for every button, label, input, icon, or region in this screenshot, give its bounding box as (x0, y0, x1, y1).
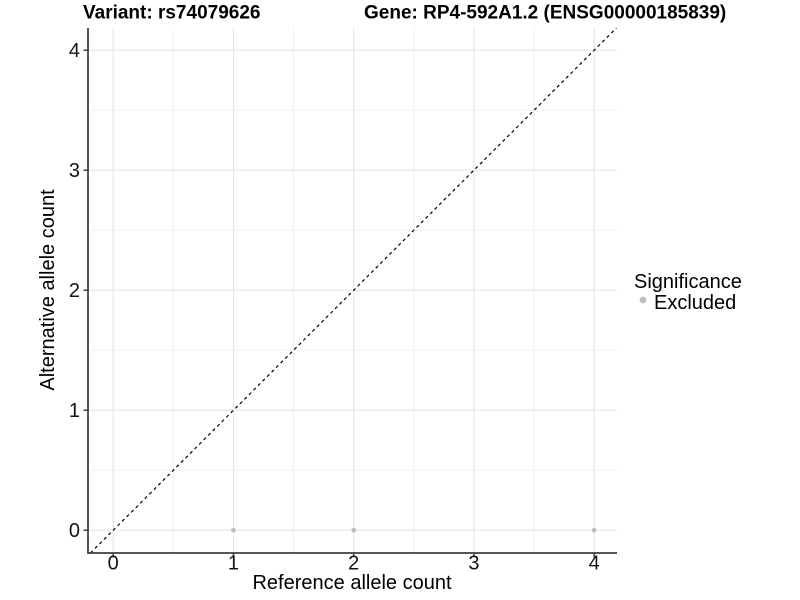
x-tick-label: 2 (348, 553, 359, 575)
data-point (591, 527, 597, 533)
plot-panel: 0 1 2 3 4 0 1 2 3 4 (69, 27, 617, 575)
legend-item-label: Excluded (654, 292, 736, 314)
y-tick-label: 3 (69, 160, 80, 182)
y-tick-label: 2 (69, 280, 80, 302)
legend-key-dot (639, 296, 647, 304)
y-tick-label: 1 (69, 400, 80, 422)
data-point (231, 527, 236, 533)
y-tick-label: 0 (69, 520, 80, 542)
y-tick-label: 4 (69, 40, 80, 62)
x-tick-label: 1 (228, 553, 239, 575)
data-point (351, 527, 357, 533)
legend-title: Significance (634, 271, 742, 293)
plot-title-variant: Variant: rs74079626 (83, 3, 260, 24)
y-axis-title: Alternative allele count (37, 189, 59, 391)
plot-title-gene: Gene: RP4-592A1.2 (ENSG00000185839) (364, 3, 726, 24)
identity-reference-line (89, 27, 617, 554)
legend: Significance Excluded (634, 271, 742, 314)
x-tick-label: 0 (108, 553, 119, 575)
x-tick-label: 4 (589, 553, 600, 575)
x-axis-title: Reference allele count (252, 572, 451, 594)
x-tick-label: 3 (468, 553, 479, 575)
axis-lines (87, 28, 617, 554)
